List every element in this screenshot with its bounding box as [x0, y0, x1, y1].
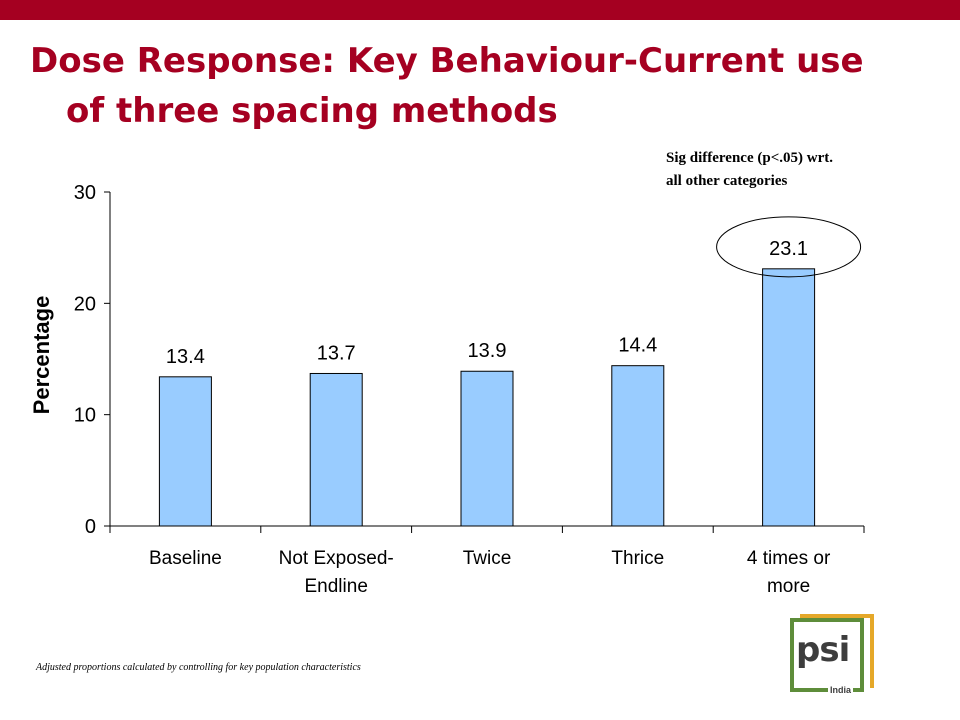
logo-green-frame: [790, 618, 864, 692]
slide-title: Dose Response: Key Behaviour-Current use…: [30, 36, 930, 136]
x-category-label: Twice: [463, 548, 512, 569]
x-category-label: Not Exposed-: [279, 548, 394, 569]
title-line-2: of three spacing methods: [66, 91, 558, 131]
x-category-label: more: [767, 576, 810, 597]
data-label: 13.7: [317, 342, 356, 364]
title-line-1: Dose Response: Key Behaviour-Current use: [30, 41, 864, 81]
data-label: 14.4: [618, 335, 657, 357]
logo-orange-frame: [800, 614, 874, 688]
significance-note: Sig difference (p<.05) wrt. all other ca…: [666, 150, 833, 189]
significance-highlight-ellipse: [716, 216, 862, 278]
y-tick-label: 10: [74, 405, 96, 427]
data-label: 13.9: [468, 340, 507, 362]
x-category-label: Endline: [305, 576, 368, 597]
y-axis-title: Percentage: [29, 296, 54, 415]
bar: [611, 365, 665, 527]
data-label: 13.4: [166, 346, 205, 368]
bar: [460, 370, 514, 527]
bar: [158, 376, 212, 527]
top-accent-bar: [0, 0, 960, 20]
y-tick-label: 20: [74, 293, 96, 315]
x-category-label: Thrice: [611, 548, 664, 569]
bar: [309, 372, 363, 527]
x-category-label: 4 times or: [747, 548, 831, 569]
data-label: 23.1: [769, 238, 808, 260]
psi-india-logo: psi India: [790, 614, 876, 700]
logo-subtext: India: [828, 685, 854, 695]
y-tick-label: 30: [74, 182, 96, 204]
footnote: Adjusted proportions calculated by contr…: [36, 662, 361, 673]
bar: [762, 268, 816, 527]
logo-text: psi: [796, 630, 850, 670]
y-tick-label: 0: [85, 516, 96, 538]
x-category-label: Baseline: [149, 548, 222, 569]
